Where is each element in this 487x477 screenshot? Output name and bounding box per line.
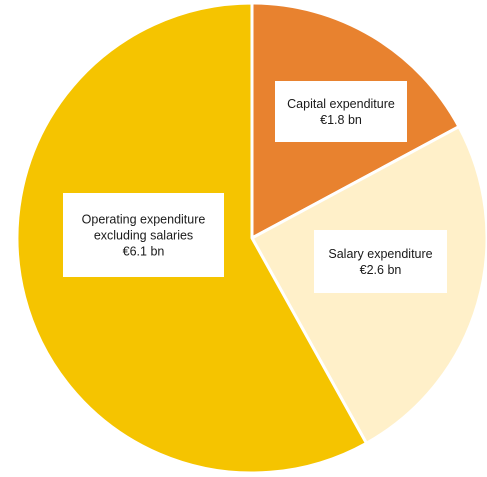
slice-label-2: Salary expenditure €2.6 bn: [314, 230, 447, 293]
slice-value-label: €1.8 bn: [320, 113, 362, 127]
slice-name-label: Salary expenditure: [328, 247, 432, 261]
slice-name-label: Capital expenditure: [287, 97, 395, 111]
slice-name-label: Operating expenditure: [82, 213, 206, 227]
slice-value-label: €2.6 bn: [360, 263, 402, 277]
slice-label-box: [63, 193, 224, 277]
slice-label-1: Capital expenditure €1.8 bn: [275, 81, 407, 142]
slice-label-3: Operating expenditure excluding salaries €…: [63, 193, 224, 277]
slice-name-label: excluding salaries: [94, 229, 193, 243]
slice-label-box: [275, 81, 407, 142]
slice-value-label: €6.1 bn: [123, 245, 165, 259]
pie-labels: Capital expenditure €1.8 bn Salary expendi…: [63, 81, 447, 293]
slice-label-box: [314, 230, 447, 293]
